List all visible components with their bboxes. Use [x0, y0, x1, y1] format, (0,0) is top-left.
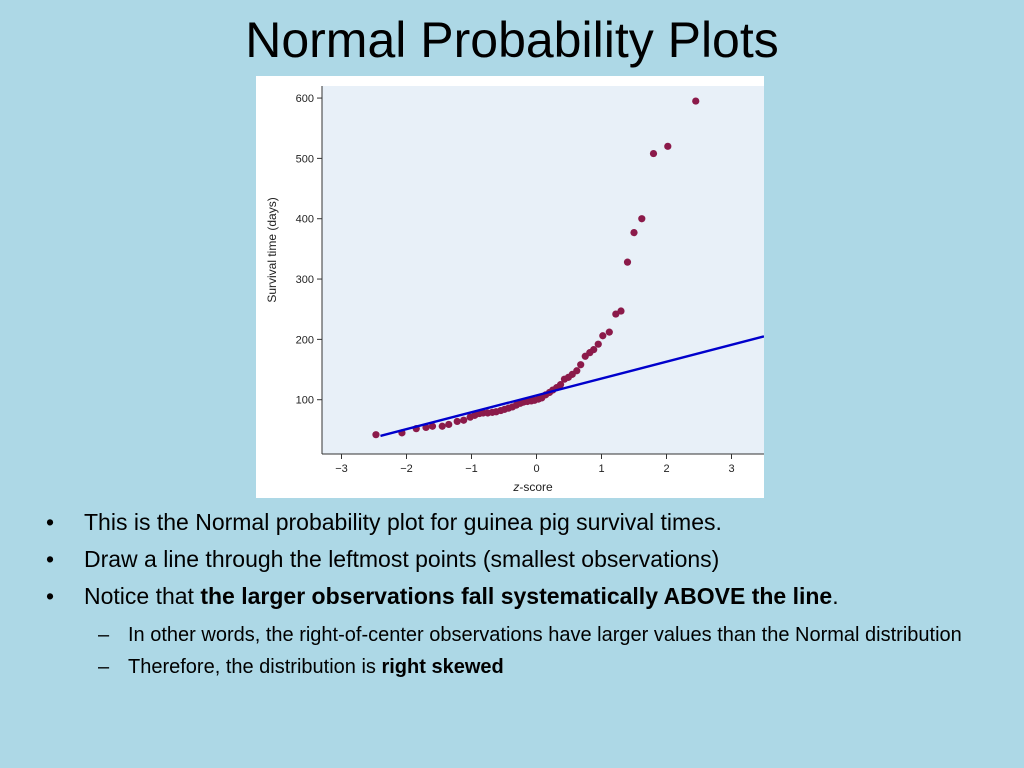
data-point: [599, 332, 607, 340]
bullet-text: This is the Normal probability plot for …: [84, 509, 722, 535]
y-tick-label: 400: [296, 214, 314, 226]
data-point: [556, 381, 565, 389]
y-tick-label: 100: [296, 395, 314, 407]
data-point: [438, 422, 446, 430]
data-point: [638, 215, 646, 223]
x-tick-label: −1: [465, 463, 478, 475]
y-tick-label: 600: [296, 93, 314, 105]
bullet-text: Draw a line through the leftmost points …: [84, 546, 720, 572]
x-axis-label: z-score: [512, 480, 553, 494]
y-tick-label: 300: [296, 274, 314, 286]
data-point: [445, 420, 453, 429]
sub-bullet-item-1: – In other words, the right-of-center ob…: [40, 622, 1000, 648]
data-point: [428, 422, 437, 430]
x-tick-label: −3: [335, 463, 348, 475]
data-point: [453, 417, 461, 426]
data-point: [573, 367, 581, 375]
chart-svg: −3 −2 −1 0 1 2 3 100 200 300 400 500 600 z-score Survi…: [265, 86, 764, 494]
x-axis-label-italic: z: [512, 480, 519, 494]
bullet-item-2: • Draw a line through the leftmost point…: [40, 544, 1000, 575]
sub-bullet-marker: –: [98, 624, 110, 646]
bullet-text-pre: Notice that: [84, 583, 201, 609]
x-axis-label-rest: -score: [519, 480, 553, 494]
bullet-item-1: • This is the Normal probability plot fo…: [40, 507, 1000, 538]
x-tick-label: −2: [400, 463, 413, 475]
data-point: [577, 361, 585, 369]
data-point: [612, 310, 620, 318]
bullet-item-3: • Notice that the larger observations fa…: [40, 581, 1000, 612]
bullet-text-post: .: [832, 583, 839, 609]
slide-title: Normal Probability Plots: [245, 12, 779, 68]
bullet-text-bold: the larger observations fall systematica…: [200, 583, 833, 609]
x-tick-label: 3: [728, 463, 734, 475]
sub-bullet-text-pre: Therefore, the distribution is: [128, 656, 382, 678]
data-point: [649, 149, 658, 158]
sub-bullet-text: In other words, the right-of-center obse…: [128, 624, 962, 646]
bullet-marker: •: [46, 546, 55, 572]
data-point: [605, 328, 613, 336]
sub-bullet-item-2: – Therefore, the distribution is right s…: [40, 654, 1000, 680]
data-point: [664, 142, 672, 150]
x-tick-label: 2: [663, 463, 669, 475]
data-point: [590, 346, 598, 354]
x-tick-label: 1: [598, 463, 604, 475]
y-tick-label: 500: [296, 153, 314, 165]
data-point: [617, 307, 625, 315]
data-point: [594, 340, 602, 348]
data-point: [372, 431, 380, 439]
data-point: [460, 416, 468, 424]
bullet-marker: •: [46, 583, 55, 609]
sub-bullet-text-bold: right skewed: [381, 656, 504, 678]
data-point: [630, 228, 638, 237]
fitted-line: [380, 335, 764, 438]
bullet-marker: •: [46, 509, 55, 535]
normal-probability-plot: −3 −2 −1 0 1 2 3 100 200 300 400 500 600 z-score Survi…: [256, 76, 764, 498]
x-tick-label: 0: [533, 463, 539, 475]
bullet-list: • This is the Normal probability plot fo…: [40, 507, 1000, 686]
y-tick-label: 200: [296, 334, 314, 346]
data-point: [692, 97, 700, 105]
y-axis-label: Survival time (days): [265, 197, 279, 302]
data-point: [623, 258, 632, 266]
sub-bullet-marker: –: [98, 656, 110, 678]
